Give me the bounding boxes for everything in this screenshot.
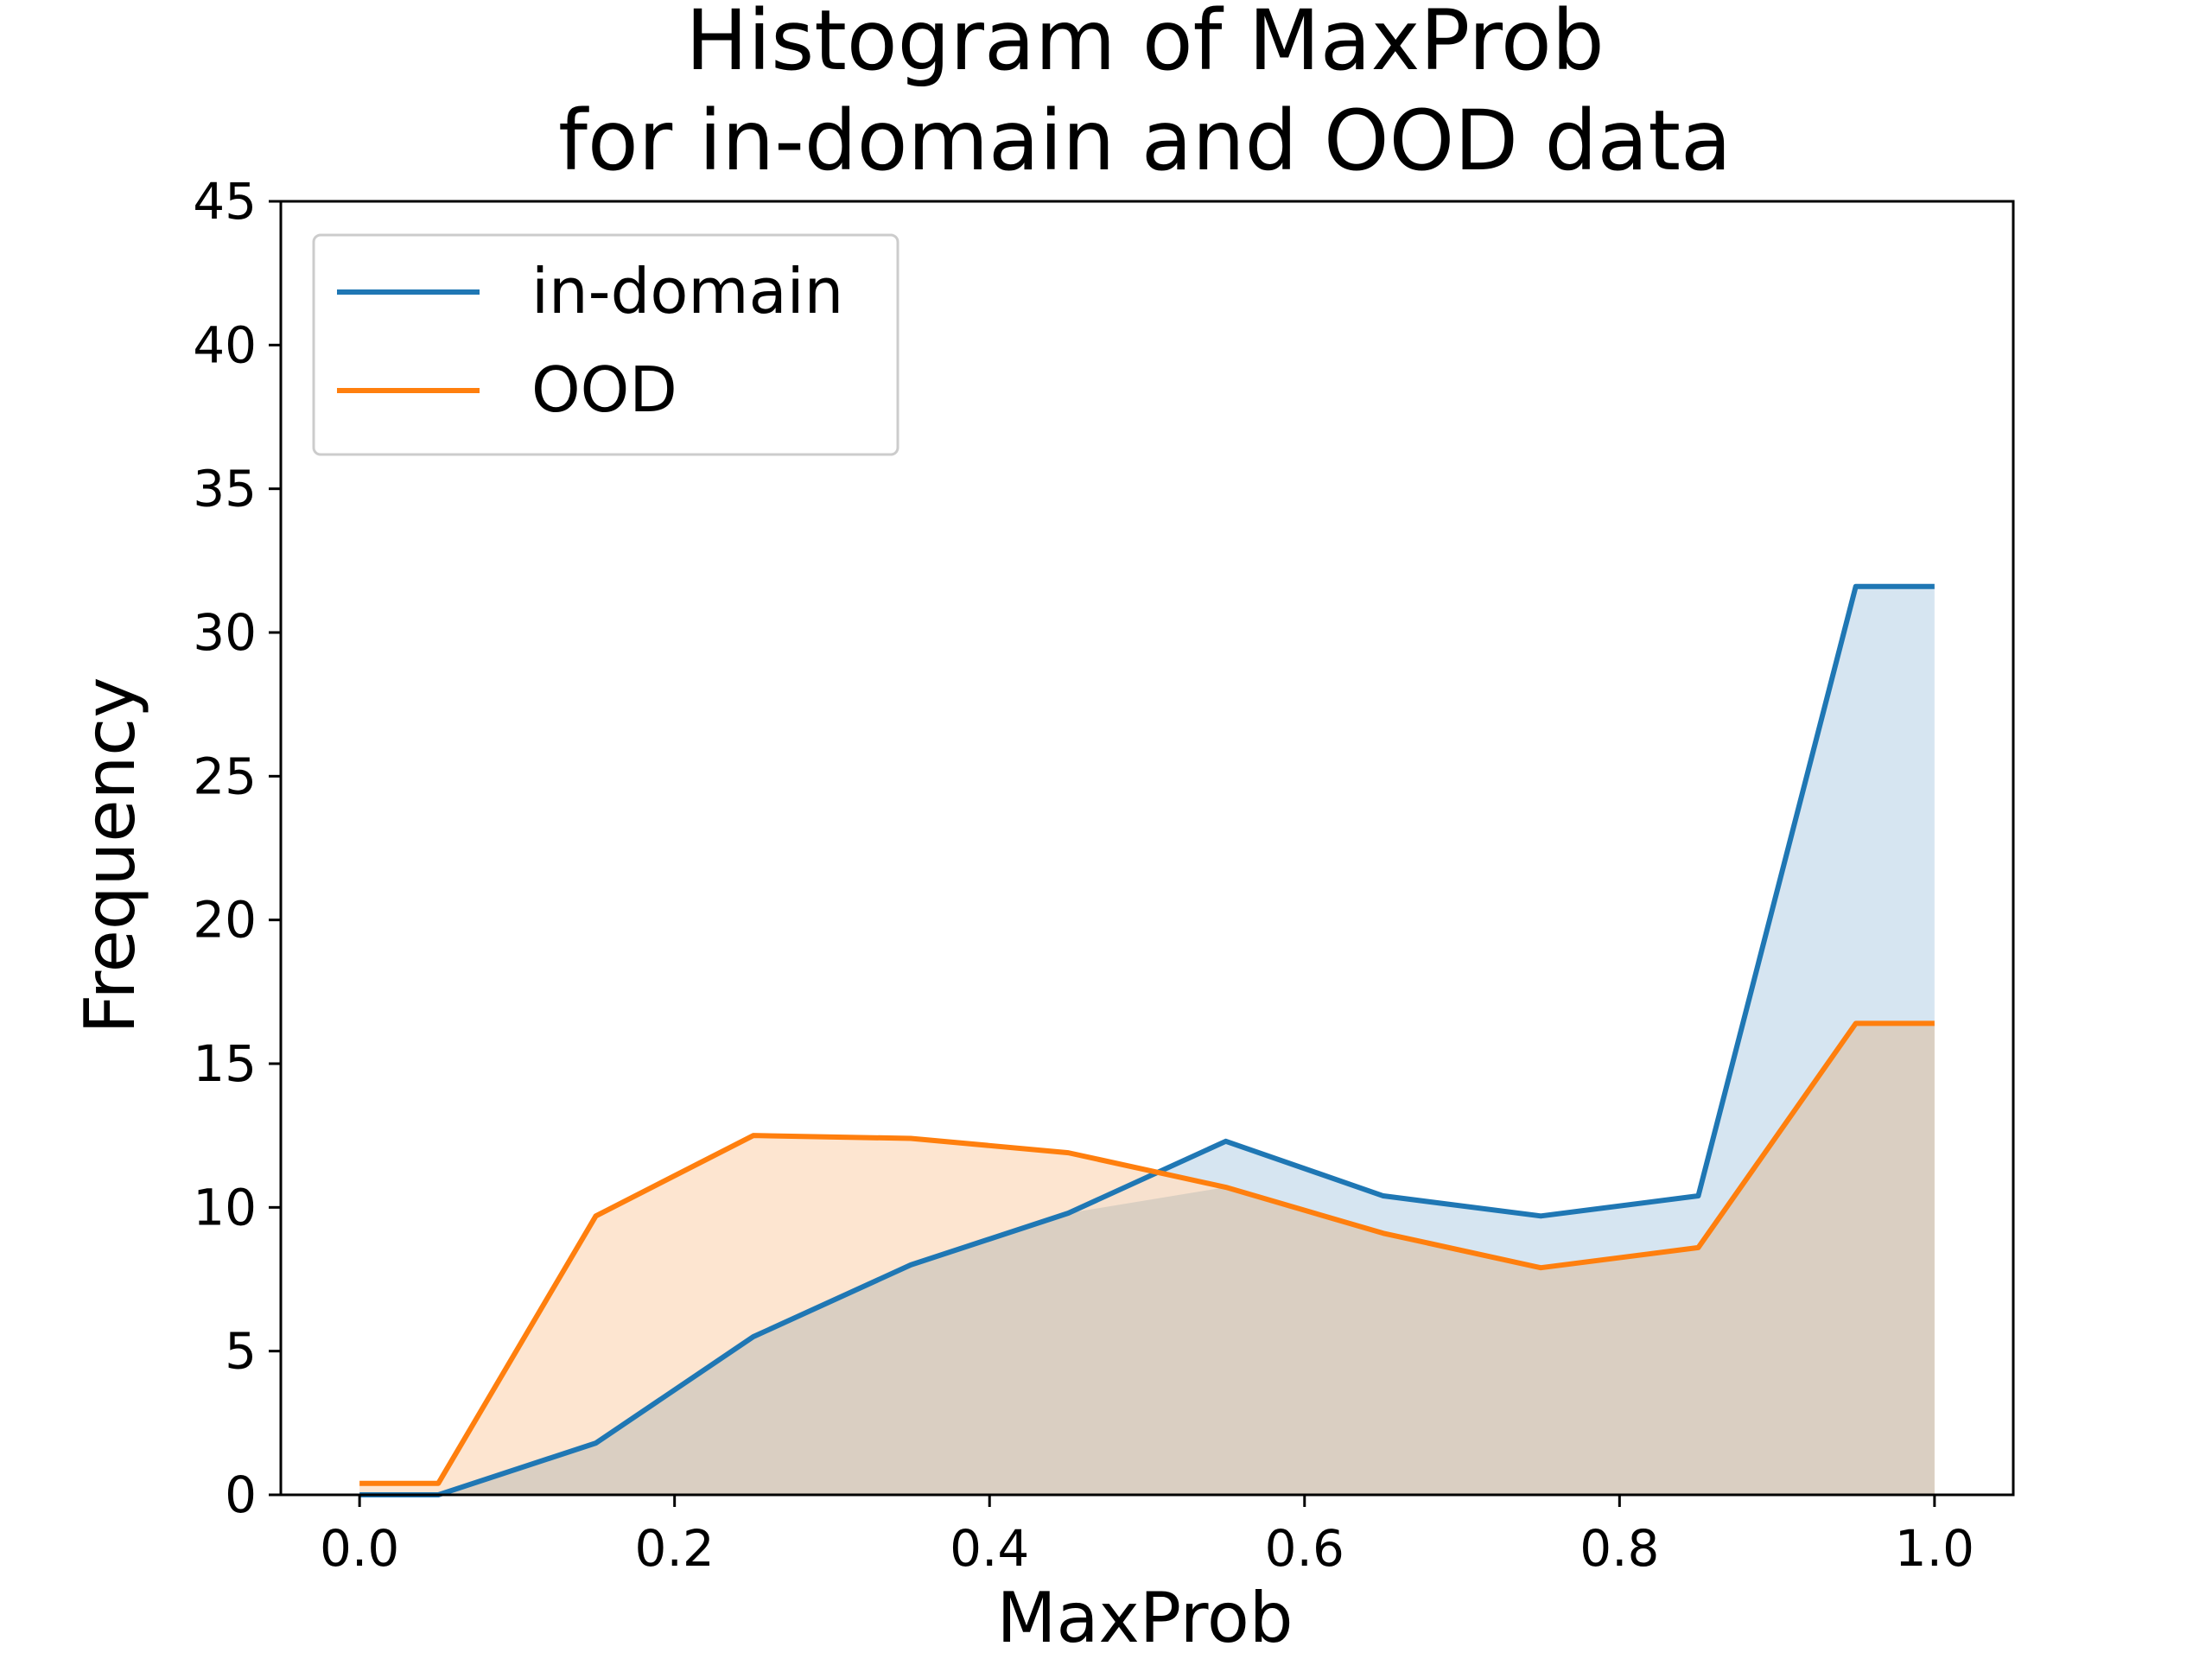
y-tick-label: 5 [225, 1322, 257, 1381]
area-overlap [359, 1023, 1935, 1495]
series-lines [359, 583, 1935, 1497]
chart-subtitle: for in-domain and OOD data [558, 92, 1732, 189]
y-tick-label: 25 [193, 747, 257, 805]
legend-label-in-domain: in-domain [531, 255, 843, 327]
y-tick-label: 10 [193, 1178, 257, 1236]
x-axis-ticks: 0.0 0.2 0.4 0.6 0.8 1.0 [320, 1495, 1974, 1578]
line-ood [359, 1020, 1935, 1486]
x-tick-label: 0.2 [635, 1519, 715, 1578]
line-in-domain [359, 583, 1935, 1497]
y-tick-label: 0 [225, 1465, 257, 1524]
y-tick-label: 20 [193, 891, 257, 950]
x-tick-label: 0.0 [320, 1519, 399, 1578]
y-axis-label: Frequency [70, 677, 150, 1033]
y-axis-ticks: 0 5 10 15 20 25 30 35 40 45 [193, 172, 281, 1524]
x-axis-label: MaxProb [996, 1578, 1293, 1658]
y-tick-label: 45 [193, 172, 257, 231]
legend: in-domain OOD [312, 233, 899, 456]
y-tick-label: 15 [193, 1034, 257, 1093]
chart-title: Histogram of MaxProb [685, 0, 1604, 89]
x-tick-label: 1.0 [1895, 1519, 1974, 1578]
plot-frame [279, 200, 2015, 1497]
legend-label-ood: OOD [531, 353, 677, 426]
x-tick-label: 0.6 [1265, 1519, 1344, 1578]
x-tick-label: 0.8 [1580, 1519, 1659, 1578]
y-tick-label: 35 [193, 460, 257, 518]
y-tick-label: 30 [193, 603, 257, 662]
y-tick-label: 40 [193, 315, 257, 374]
x-tick-label: 0.4 [950, 1519, 1029, 1578]
